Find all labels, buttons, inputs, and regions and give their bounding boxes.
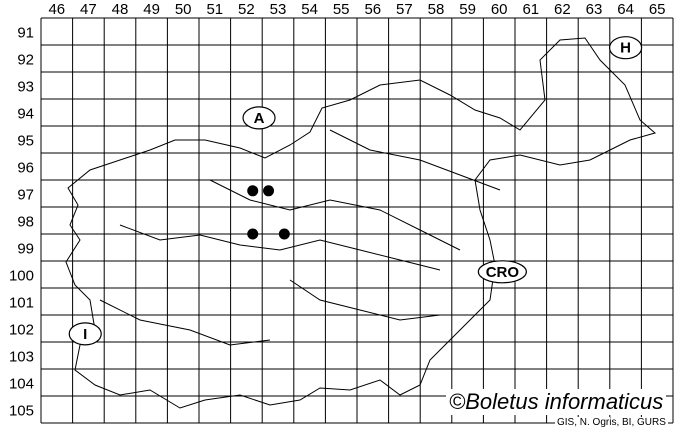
country-label: A <box>254 110 265 127</box>
column-label: 61 <box>522 1 539 18</box>
column-label: 48 <box>112 1 129 18</box>
border <box>65 37 657 409</box>
column-label: 47 <box>80 1 97 18</box>
river <box>99 299 271 346</box>
river <box>119 224 441 271</box>
row-label: 100 <box>9 268 34 285</box>
grid-labels: 46 47 48 49 50 51 52 53 54 55 56 57 58 59 60 61 62 63 64 65… <box>9 1 666 420</box>
column-label: 55 <box>333 1 350 18</box>
row-label: 103 <box>9 349 34 366</box>
row-label: 105 <box>9 403 34 420</box>
column-label: 60 <box>491 1 508 18</box>
credit-text: ©Boletus informaticus <box>446 389 667 415</box>
row-label: 95 <box>17 133 34 150</box>
record-dot <box>247 228 259 240</box>
row-label: 91 <box>17 25 34 42</box>
river <box>289 279 441 321</box>
column-label: 51 <box>206 1 223 18</box>
column-label: 65 <box>649 1 666 18</box>
country-label-ellipse <box>242 106 276 130</box>
record-dot <box>247 185 259 197</box>
country-label-ellipse <box>477 260 527 284</box>
country-label: I <box>83 326 87 343</box>
row-label: 93 <box>17 79 34 96</box>
column-label: 56 <box>364 1 381 18</box>
row-label: 98 <box>17 214 34 231</box>
column-label: 54 <box>301 1 318 18</box>
row-label: 97 <box>17 187 34 204</box>
river <box>209 179 461 251</box>
row-label: 101 <box>9 295 34 312</box>
column-label: 64 <box>617 1 634 18</box>
country-label-ellipse <box>608 36 643 60</box>
country-labels: A H CRO I <box>68 36 643 346</box>
column-label: 52 <box>238 1 255 18</box>
grid-lines <box>40 17 674 424</box>
river <box>329 129 501 191</box>
source-text: GIS, N. Ogris, BI, GURS <box>555 417 668 428</box>
column-label: 63 <box>586 1 603 18</box>
column-label: 62 <box>554 1 571 18</box>
record-dot <box>278 228 290 240</box>
row-label: 92 <box>17 52 34 69</box>
column-label: 53 <box>270 1 287 18</box>
column-label: 57 <box>396 1 413 18</box>
column-label: 49 <box>143 1 160 18</box>
column-label: 50 <box>175 1 192 18</box>
country-label-ellipse <box>68 322 102 346</box>
row-label: 104 <box>9 376 34 393</box>
country-label: CRO <box>486 264 520 281</box>
country-outline <box>65 37 657 409</box>
column-label: 59 <box>459 1 476 18</box>
country-label: H <box>620 40 631 57</box>
row-label: 96 <box>17 160 34 177</box>
row-label: 102 <box>9 322 34 339</box>
record-dots <box>247 185 290 240</box>
row-label: 94 <box>17 106 34 123</box>
record-dot <box>263 185 275 197</box>
column-label: 46 <box>48 1 65 18</box>
row-label: 99 <box>17 241 34 258</box>
column-label: 58 <box>428 1 445 18</box>
